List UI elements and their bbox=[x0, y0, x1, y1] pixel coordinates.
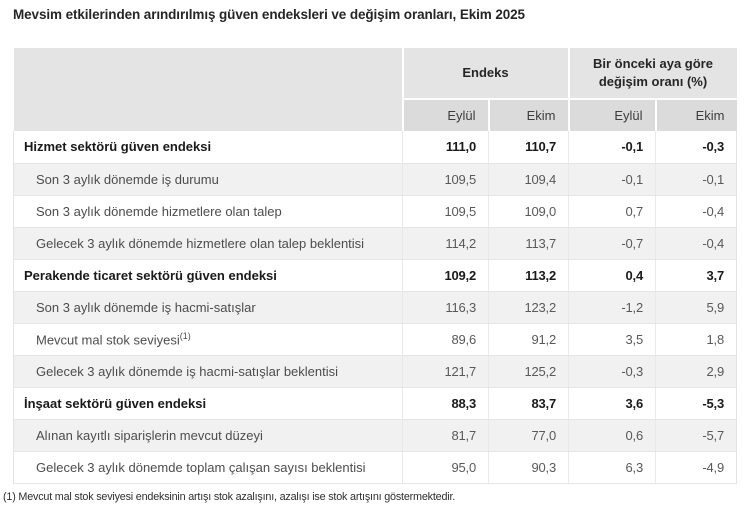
row-value: -0,1 bbox=[655, 163, 737, 196]
row-label-text: Gelecek 3 aylık dönemde iş hacmi-satışla… bbox=[36, 363, 339, 379]
header-label-cell bbox=[13, 48, 403, 131]
row-value: 3,5 bbox=[568, 323, 656, 356]
row-label: Son 3 aylık dönemde hizmetlere olan tale… bbox=[13, 195, 403, 228]
row-label: Hizmet sektörü güven endeksi bbox=[13, 131, 403, 164]
row-value: 113,7 bbox=[488, 227, 569, 260]
row-value: -0,4 bbox=[655, 195, 737, 228]
header-group-endeks: Endeks bbox=[401, 48, 569, 99]
row-value: 88,3 bbox=[402, 387, 489, 420]
row-label-text: Alınan kayıtlı siparişlerin mevcut düzey… bbox=[36, 427, 263, 443]
row-value: 3,7 bbox=[655, 259, 737, 292]
row-value: 111,0 bbox=[402, 131, 489, 164]
table-header: Endeks Bir önceki aya göre değişim oranı… bbox=[13, 48, 737, 131]
row-value: 2,9 bbox=[655, 355, 737, 388]
row-value: -0,1 bbox=[568, 163, 656, 196]
row-value: -0,1 bbox=[568, 131, 656, 164]
header-group-change-rate: Bir önceki aya göre değişim oranı (%) bbox=[567, 48, 737, 99]
row-label: Gelecek 3 aylık dönemde toplam çalışan s… bbox=[13, 451, 403, 484]
row-value: 91,2 bbox=[488, 323, 569, 356]
row-label-text: Son 3 aylık dönemde iş hacmi-satışlar bbox=[36, 299, 256, 315]
row-label: Perakende ticaret sektörü güven endeksi bbox=[13, 259, 403, 292]
table-row: Son 3 aylık dönemde iş durumu 109,5 109,… bbox=[13, 163, 737, 196]
row-value: 114,2 bbox=[402, 227, 489, 260]
row-value: 123,2 bbox=[488, 291, 569, 324]
row-value: 6,3 bbox=[568, 451, 656, 484]
row-value: -5,7 bbox=[655, 419, 737, 452]
table-row: Son 3 aylık dönemde hizmetlere olan tale… bbox=[13, 195, 737, 228]
row-label: Gelecek 3 aylık dönemde hizmetlere olan … bbox=[13, 227, 403, 260]
table-footnote: (1) Mevcut mal stok seviyesi endeksinin … bbox=[3, 490, 456, 503]
row-label-text: Mevcut mal stok seviyesi bbox=[36, 332, 180, 348]
row-label: Mevcut mal stok seviyesi(1) bbox=[13, 323, 403, 356]
row-value: -0,3 bbox=[655, 131, 737, 164]
press-release-page: Mevsim etkilerinden arındırılmış güven e… bbox=[0, 7, 750, 514]
row-value: 125,2 bbox=[488, 355, 569, 388]
table-row: Gelecek 3 aylık dönemde iş hacmi-satışla… bbox=[13, 355, 737, 388]
row-value: 5,9 bbox=[655, 291, 737, 324]
row-label-text: Son 3 aylık dönemde hizmetlere olan tale… bbox=[36, 203, 282, 219]
row-value: 95,0 bbox=[402, 451, 489, 484]
table-row: Son 3 aylık dönemde iş hacmi-satışlar 11… bbox=[13, 291, 737, 324]
row-label-text: Gelecek 3 aylık dönemde hizmetlere olan … bbox=[36, 235, 365, 251]
row-value: 109,2 bbox=[402, 259, 489, 292]
row-value: 109,4 bbox=[488, 163, 569, 196]
row-label-text: Perakende ticaret sektörü güven endeksi bbox=[24, 267, 277, 283]
row-value: -1,2 bbox=[568, 291, 656, 324]
row-value: -5,3 bbox=[655, 387, 737, 420]
row-label: Gelecek 3 aylık dönemde iş hacmi-satışla… bbox=[13, 355, 403, 388]
row-label-text: Gelecek 3 aylık dönemde toplam çalışan s… bbox=[36, 459, 366, 475]
row-value: 0,4 bbox=[568, 259, 656, 292]
row-value: 116,3 bbox=[402, 291, 489, 324]
row-value: 121,7 bbox=[402, 355, 489, 388]
confidence-index-table: Endeks Bir önceki aya göre değişim oranı… bbox=[13, 48, 737, 484]
table-row: İnşaat sektörü güven endeksi 88,3 83,7 3… bbox=[13, 387, 737, 420]
row-value: 81,7 bbox=[402, 419, 489, 452]
row-label-text: İnşaat sektörü güven endeksi bbox=[24, 395, 207, 411]
row-label: İnşaat sektörü güven endeksi bbox=[13, 387, 403, 420]
table-row: Mevcut mal stok seviyesi(1) 89,6 91,2 3,… bbox=[13, 323, 737, 356]
row-value: 109,5 bbox=[402, 195, 489, 228]
subheader-endeks-ekim: Ekim bbox=[487, 98, 569, 131]
subheader-endeks-eylul: Eylül bbox=[401, 98, 489, 131]
subheader-change-eylul: Eylül bbox=[567, 98, 656, 131]
table-row: Perakende ticaret sektörü güven endeksi … bbox=[13, 259, 737, 292]
row-label-text: Hizmet sektörü güven endeksi bbox=[24, 139, 212, 155]
table-row: Hizmet sektörü güven endeksi 111,0 110,7… bbox=[13, 131, 737, 164]
row-value: -0,4 bbox=[655, 227, 737, 260]
row-label-text: Son 3 aylık dönemde iş durumu bbox=[36, 171, 219, 187]
row-value: 3,6 bbox=[568, 387, 656, 420]
page-title: Mevsim etkilerinden arındırılmış güven e… bbox=[13, 7, 525, 22]
table-row: Alınan kayıtlı siparişlerin mevcut düzey… bbox=[13, 419, 737, 452]
row-label: Son 3 aylık dönemde iş durumu bbox=[13, 163, 403, 196]
row-value: 77,0 bbox=[488, 419, 569, 452]
row-value: -4,9 bbox=[655, 451, 737, 484]
row-value: 83,7 bbox=[488, 387, 569, 420]
row-value: 0,6 bbox=[568, 419, 656, 452]
row-value: 90,3 bbox=[488, 451, 569, 484]
subheader-change-ekim: Ekim bbox=[654, 98, 737, 131]
row-value: -0,7 bbox=[568, 227, 656, 260]
table-row: Gelecek 3 aylık dönemde hizmetlere olan … bbox=[13, 227, 737, 260]
row-value: 0,7 bbox=[568, 195, 656, 228]
row-value: 110,7 bbox=[488, 131, 569, 164]
row-label: Alınan kayıtlı siparişlerin mevcut düzey… bbox=[13, 419, 403, 452]
row-label-sup: (1) bbox=[179, 330, 191, 341]
row-value: 1,8 bbox=[655, 323, 737, 356]
table-row: Gelecek 3 aylık dönemde toplam çalışan s… bbox=[13, 451, 737, 484]
row-value: 89,6 bbox=[402, 323, 489, 356]
row-value: 113,2 bbox=[488, 259, 569, 292]
row-value: 109,0 bbox=[488, 195, 569, 228]
row-value: 109,5 bbox=[402, 163, 489, 196]
table-body: Hizmet sektörü güven endeksi 111,0 110,7… bbox=[13, 131, 737, 484]
row-label: Son 3 aylık dönemde iş hacmi-satışlar bbox=[13, 291, 403, 324]
row-value: -0,3 bbox=[568, 355, 656, 388]
